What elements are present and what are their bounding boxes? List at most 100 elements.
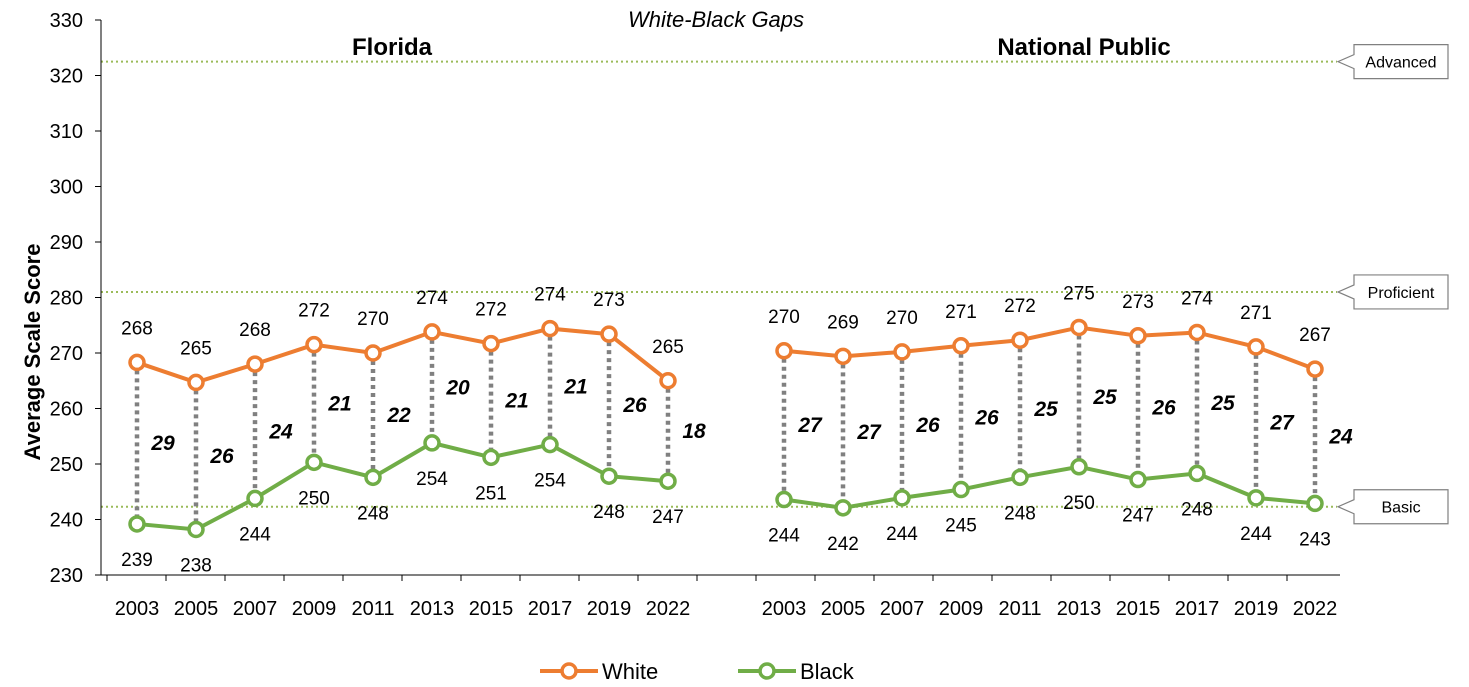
value-label-black: 242	[827, 534, 859, 555]
gap-label: 27	[797, 414, 823, 437]
y-axis-label: Average Scale Score	[20, 244, 45, 461]
value-label-black: 251	[475, 483, 507, 504]
value-label-white: 272	[1004, 296, 1036, 317]
point-black	[423, 434, 441, 452]
chart-title: White-Black Gaps	[628, 7, 804, 32]
value-label-white: 273	[1122, 292, 1154, 313]
legend-black-label: Black	[800, 659, 855, 684]
y-tick-label-330: 330	[50, 10, 83, 32]
gap-label: 26	[622, 394, 647, 417]
gap-label: 26	[974, 407, 999, 430]
x-tick-label-2017: 2017	[528, 598, 573, 620]
y-tick-label-300: 300	[50, 177, 83, 199]
point-white	[600, 325, 618, 343]
value-label-white: 271	[945, 302, 977, 323]
panel-title-national-public: National Public	[997, 34, 1170, 61]
point-black	[128, 515, 146, 533]
point-black	[893, 489, 911, 507]
achievement-levels: Advanced Proficient Basic	[101, 44, 1449, 525]
point-black	[305, 453, 323, 472]
value-label-black: 244	[886, 524, 918, 545]
point-white	[834, 347, 852, 366]
x-tick-label-2011: 2011	[351, 598, 394, 620]
gap-label: 26	[1151, 397, 1176, 420]
gap-label: 29	[150, 432, 175, 455]
x-tick-label-2009: 2009	[292, 598, 337, 620]
value-label-black: 247	[1122, 506, 1154, 527]
point-black	[187, 520, 205, 539]
y-tick-label-260: 260	[50, 399, 83, 421]
y-tick-label-310: 310	[50, 121, 83, 143]
x-tick-label-2022: 2022	[646, 598, 691, 620]
point-white	[893, 343, 911, 361]
value-label-white: 268	[121, 318, 153, 339]
point-black	[659, 472, 677, 490]
point-black	[775, 490, 793, 509]
point-black	[1306, 494, 1324, 513]
point-white	[246, 355, 264, 373]
value-label-white: 273	[593, 290, 625, 311]
value-label-white: 270	[886, 308, 918, 329]
series-line-black	[136, 440, 669, 532]
value-label-white: 275	[1063, 283, 1095, 304]
legend-white-label: White	[602, 659, 658, 684]
x-tick-label-2003: 2003	[115, 598, 160, 620]
series-line-white	[136, 326, 670, 385]
x-tick-label-2017: 2017	[1175, 598, 1220, 620]
level-callout-proficient	[1336, 274, 1449, 310]
point-black	[541, 435, 559, 454]
value-label-black: 248	[593, 502, 625, 523]
x-tick-label-2013: 2013	[410, 598, 455, 620]
value-label-white: 272	[298, 301, 330, 322]
value-label-white: 269	[827, 312, 859, 333]
value-label-white: 274	[534, 285, 566, 306]
value-label-black: 244	[768, 526, 800, 547]
level-label-basic: Basic	[1381, 500, 1420, 517]
value-label-black: 244	[239, 524, 271, 545]
x-tick-label-2013: 2013	[1057, 598, 1102, 620]
value-label-white: 267	[1299, 325, 1331, 346]
gap-label: 18	[682, 420, 706, 443]
x-tick-label-2011: 2011	[998, 598, 1041, 620]
x-tick-label-2009: 2009	[939, 598, 984, 620]
series-lines	[128, 318, 1324, 539]
value-label-white: 272	[475, 300, 507, 321]
point-black	[482, 448, 500, 467]
gap-label: 24	[1328, 425, 1353, 448]
gap-label: 20	[445, 376, 470, 399]
y-tick-label-230: 230	[50, 565, 83, 587]
y-tick-label-280: 280	[50, 288, 83, 310]
point-white	[1011, 331, 1029, 349]
point-black	[1247, 489, 1265, 507]
point-white	[364, 344, 382, 362]
gap-label: 21	[327, 393, 351, 416]
point-black	[1070, 458, 1088, 476]
x-tick-label-2007: 2007	[233, 598, 278, 620]
panel-title-florida: Florida	[352, 34, 433, 61]
value-label-white: 271	[1240, 303, 1272, 324]
gap-label: 25	[1210, 392, 1235, 415]
value-label-black: 254	[416, 469, 448, 490]
gap-label: 24	[268, 420, 293, 443]
gap-connectors	[134, 327, 1318, 530]
level-label-advanced: Advanced	[1365, 55, 1436, 72]
x-tick-label-2015: 2015	[1116, 598, 1161, 620]
gap-label: 26	[209, 445, 234, 468]
gap-label: 21	[563, 376, 587, 399]
value-label-black: 244	[1240, 524, 1272, 545]
point-white	[305, 335, 323, 354]
y-tick-label-270: 270	[50, 343, 83, 365]
gap-label: 27	[856, 421, 882, 444]
point-white	[1306, 360, 1324, 378]
point-white	[423, 323, 441, 341]
x-tick-label-2019: 2019	[1234, 598, 1279, 620]
value-label-white: 265	[652, 337, 684, 358]
x-tick-label-2019: 2019	[587, 598, 632, 620]
value-label-white: 265	[180, 338, 212, 359]
level-callout-advanced	[1336, 44, 1449, 80]
value-label-black: 238	[180, 555, 212, 576]
point-white	[659, 372, 677, 390]
point-black	[600, 467, 618, 485]
gap-label: 25	[1092, 386, 1117, 409]
level-callout-basic	[1336, 489, 1449, 525]
